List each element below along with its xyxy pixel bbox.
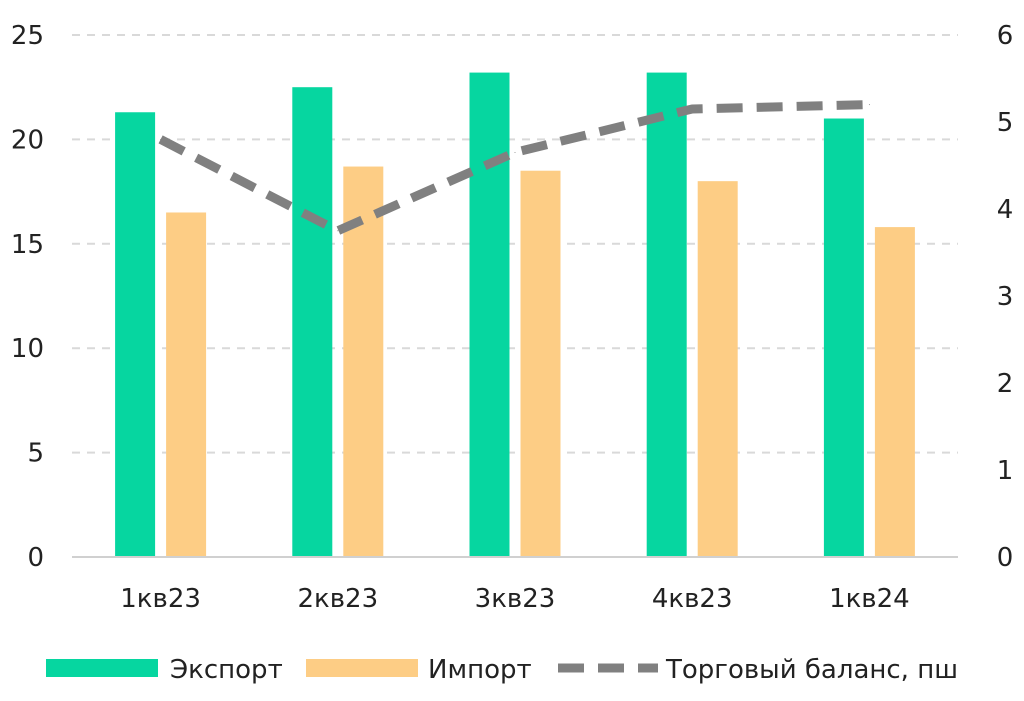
trade-balance-point <box>160 138 162 140</box>
category-label: 4кв23 <box>652 584 733 614</box>
bar-import <box>520 170 561 557</box>
y-right-tick-label: 1 <box>997 456 1014 486</box>
trade-balance-point <box>514 151 516 153</box>
bar-import <box>874 227 915 557</box>
y-left-tick-label: 0 <box>27 543 44 573</box>
bar-export <box>292 87 333 557</box>
y-right-tick-label: 6 <box>997 21 1014 51</box>
y-right-tick-label: 4 <box>997 195 1014 225</box>
y-left-tick-label: 25 <box>11 21 44 51</box>
bar-export <box>469 72 510 558</box>
bar-series <box>115 72 915 558</box>
right-axis-ticks: 0 1 2 3 4 5 6 <box>997 21 1014 573</box>
category-label: 3кв23 <box>475 584 556 614</box>
trade-balance-point <box>868 104 870 106</box>
line-series <box>158 100 870 236</box>
y-right-tick-label: 3 <box>997 282 1014 312</box>
bar-export <box>646 72 687 558</box>
legend: Экспорт Импорт Торговый баланс, пш <box>46 655 958 685</box>
trade-balance-point <box>691 108 693 110</box>
trade-balance-line <box>158 100 870 236</box>
y-left-tick-label: 5 <box>27 439 44 469</box>
category-label: 2кв23 <box>297 584 378 614</box>
bar-export <box>823 118 864 558</box>
y-left-tick-label: 10 <box>11 334 44 364</box>
legend-swatch-import <box>306 659 418 677</box>
legend-label: Торговый баланс, пш <box>665 655 958 685</box>
y-right-tick-label: 5 <box>997 108 1014 138</box>
bar-import <box>343 166 384 557</box>
bar-export <box>115 112 156 558</box>
left-axis-ticks: 0 5 10 15 20 25 <box>11 21 44 573</box>
bar-import <box>697 181 738 557</box>
category-labels: 1кв23 2кв23 3кв23 4кв23 1кв24 <box>120 584 909 614</box>
gridlines <box>72 34 958 454</box>
y-right-tick-label: 0 <box>997 543 1014 573</box>
category-label: 1кв23 <box>120 584 201 614</box>
category-label: 1кв24 <box>829 584 910 614</box>
legend-label: Импорт <box>428 655 532 685</box>
y-right-tick-label: 2 <box>997 369 1014 399</box>
y-left-tick-label: 20 <box>11 125 44 155</box>
y-left-tick-label: 15 <box>11 230 44 260</box>
bar-import <box>166 212 207 558</box>
legend-swatch-export <box>46 659 158 677</box>
legend-label: Экспорт <box>170 655 283 685</box>
trade-balance-point <box>337 230 339 232</box>
